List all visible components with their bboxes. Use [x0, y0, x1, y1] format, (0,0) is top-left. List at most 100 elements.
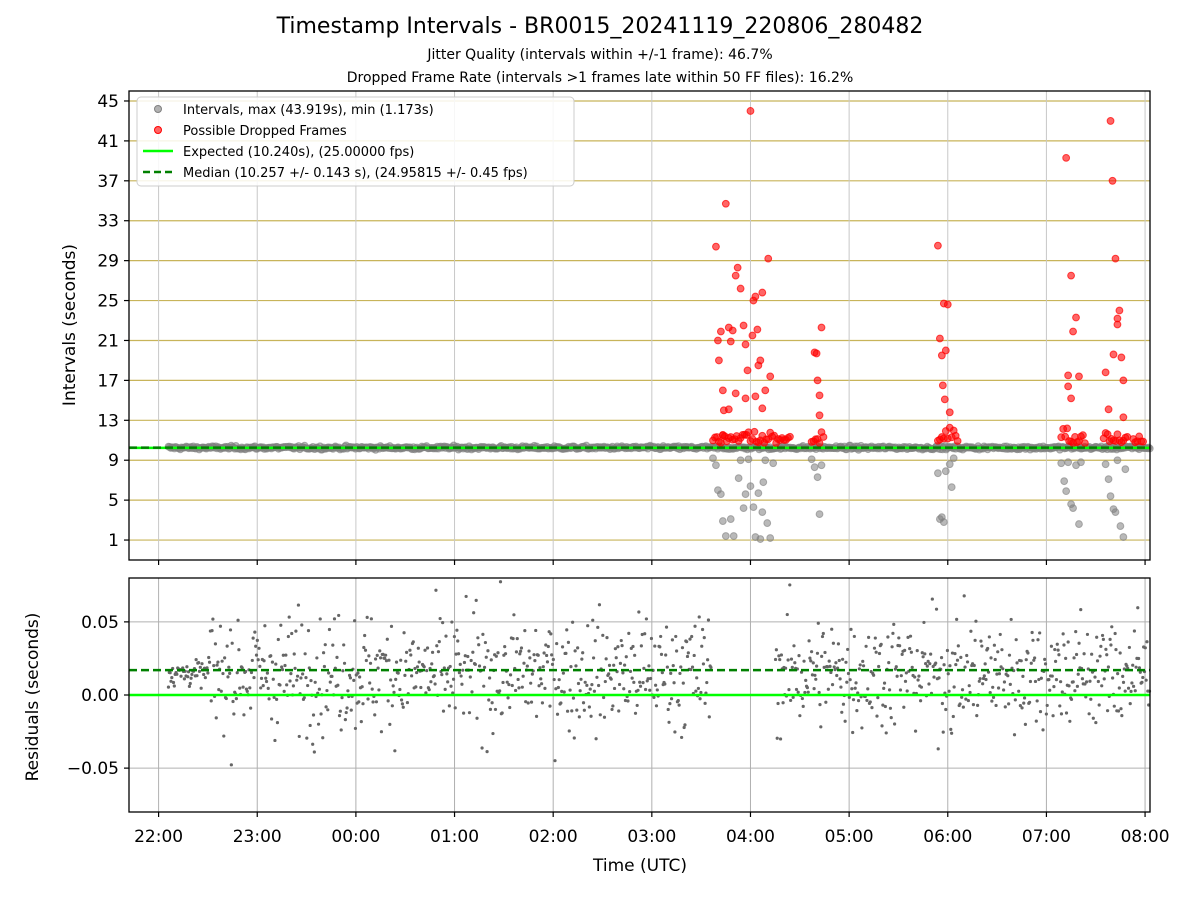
residual-point	[823, 650, 827, 655]
residual-point	[1029, 661, 1033, 665]
residual-point	[198, 665, 202, 669]
residual-point	[300, 623, 304, 627]
residual-point	[920, 651, 924, 655]
dropped-frame-point	[736, 284, 745, 293]
residual-point	[460, 682, 464, 686]
residual-point	[1003, 705, 1007, 709]
residual-point	[417, 660, 421, 664]
residual-point	[673, 730, 677, 734]
residual-point	[219, 689, 223, 693]
residual-point	[928, 662, 932, 666]
residual-point	[598, 713, 602, 717]
residual-point	[805, 685, 809, 690]
residual-point	[1138, 670, 1142, 674]
residual-point	[189, 676, 193, 680]
residual-point	[915, 649, 919, 653]
residual-point	[1085, 632, 1090, 637]
residual-point	[471, 650, 475, 654]
residual-point	[530, 672, 534, 676]
residual-point	[338, 709, 342, 713]
residual-point	[1108, 637, 1112, 641]
residual-point	[560, 645, 565, 649]
dropped-frame-point	[1111, 254, 1120, 263]
residual-point	[1093, 675, 1097, 679]
residual-point	[802, 659, 806, 663]
interval-point	[769, 459, 778, 468]
residual-point	[890, 645, 894, 649]
residual-point	[690, 665, 695, 669]
residual-point	[1012, 733, 1017, 737]
residual-point	[1121, 674, 1125, 678]
residual-point	[292, 652, 296, 656]
residual-point	[794, 687, 799, 692]
residual-point	[1049, 644, 1054, 648]
residual-point	[643, 687, 648, 692]
residual-point	[211, 617, 215, 621]
residual-point	[379, 730, 384, 734]
residual-point	[858, 663, 862, 667]
residual-point	[1100, 633, 1105, 638]
residual-point	[404, 650, 409, 654]
residual-point	[978, 677, 982, 681]
residual-point	[1013, 698, 1017, 702]
upper-y-tick-label: 13	[97, 411, 119, 431]
residual-point	[817, 690, 821, 695]
residual-point	[279, 623, 283, 627]
residual-point	[898, 688, 903, 692]
residual-point	[1002, 680, 1007, 684]
residual-point	[307, 666, 311, 670]
residual-point	[446, 680, 450, 684]
residual-point	[988, 690, 992, 695]
residual-point	[779, 653, 784, 657]
dropped-frame-point	[1106, 117, 1115, 125]
residual-point	[1144, 678, 1148, 682]
residual-point	[221, 671, 225, 676]
x-tick-label: 02:00	[529, 827, 578, 847]
residual-point	[242, 713, 246, 717]
residual-point	[228, 628, 233, 632]
residual-point	[602, 715, 607, 719]
residual-point	[543, 686, 547, 691]
residual-point	[573, 649, 577, 653]
residual-point	[216, 660, 220, 664]
residual-point	[966, 698, 970, 703]
dropped-frame-point	[728, 326, 737, 335]
residual-point	[451, 677, 456, 681]
residual-point	[264, 679, 269, 684]
residual-point	[905, 689, 909, 693]
residual-point	[400, 702, 405, 706]
residual-point	[776, 701, 780, 706]
interval-point	[756, 535, 765, 543]
dropped-frame-point	[724, 405, 733, 414]
residual-point	[381, 652, 385, 656]
residual-point	[854, 681, 858, 685]
residual-point	[1056, 648, 1060, 652]
residual-point	[168, 671, 172, 675]
residual-point	[833, 668, 837, 672]
residual-point	[1059, 680, 1063, 684]
residual-point	[948, 664, 952, 668]
residual-point	[481, 632, 485, 636]
residual-point	[674, 649, 679, 653]
residual-point	[806, 690, 810, 694]
residual-point	[232, 712, 236, 716]
interval-point	[716, 490, 725, 499]
residual-point	[567, 729, 571, 733]
residual-point	[257, 646, 261, 650]
dropped-frame-point	[758, 288, 767, 297]
residual-point	[404, 659, 408, 663]
residual-point	[898, 644, 902, 648]
residual-point	[288, 679, 292, 683]
residual-point	[609, 677, 613, 681]
residual-point	[958, 702, 962, 706]
residual-point	[217, 687, 221, 692]
residual-point	[1091, 716, 1095, 720]
residual-point	[271, 677, 275, 681]
residual-point	[812, 687, 816, 691]
residual-point	[331, 643, 335, 647]
residual-point	[389, 678, 393, 682]
residual-point	[547, 630, 551, 634]
residual-point	[669, 697, 674, 701]
residual-point	[399, 658, 403, 662]
residual-point	[857, 667, 861, 671]
